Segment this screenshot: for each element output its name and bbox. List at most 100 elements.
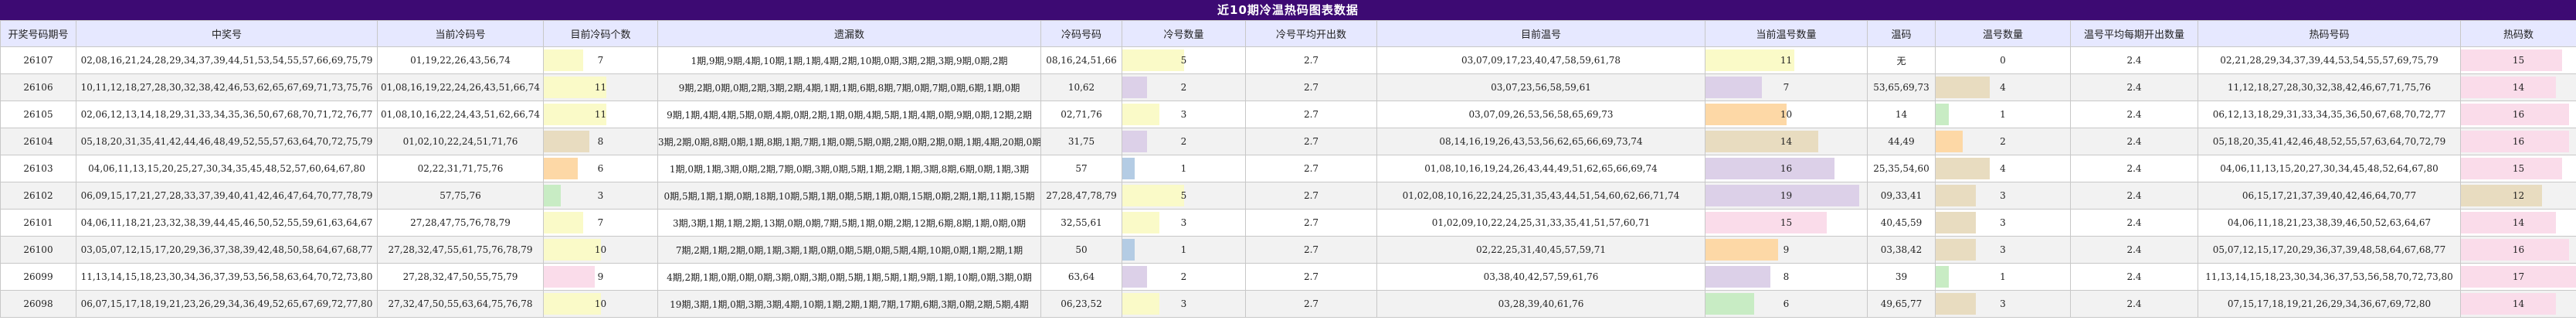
col-header-cold-count[interactable]: 目前冷码个数 <box>543 20 658 47</box>
col-header-cold-nums[interactable]: 冷码号码 <box>1040 20 1122 47</box>
cell-warm: 39 <box>1867 263 1936 291</box>
col-header-cur-warm[interactable]: 目前温号 <box>1376 20 1705 47</box>
table-row[interactable]: 26098 06,07,15,17,18,19,21,23,26,29,34,36… <box>0 290 2576 318</box>
bar-value: 14 <box>2512 298 2525 309</box>
bar-value: 4 <box>2000 82 2006 93</box>
cell-cur-cold: 01,02,10,22,24,51,71,76 <box>377 128 544 155</box>
cell-hot-count: 17 <box>2460 263 2576 291</box>
bar-fill <box>2461 131 2570 152</box>
bar-fill <box>1705 77 1763 98</box>
cell-warm-qty: 0 <box>1935 46 2071 74</box>
cell-hot-count: 15 <box>2460 155 2576 182</box>
cell-warm-count: 15 <box>1705 209 1868 237</box>
bar-fill <box>2461 77 2556 98</box>
cell-warm-qty: 4 <box>1935 155 2071 182</box>
cell-cur-warm: 03,38,40,42,57,59,61,76 <box>1376 263 1705 291</box>
cell-warm-avg: 2.4 <box>2070 73 2198 101</box>
col-header-hot-nums[interactable]: 热码号码 <box>2198 20 2461 47</box>
bar-fill <box>544 266 596 288</box>
bar-value: 7 <box>597 217 604 228</box>
cell-period: 26100 <box>0 236 76 264</box>
cell-cold-qty: 3 <box>1122 209 1246 237</box>
bar-value: 7 <box>1783 82 1790 93</box>
cell-warm-qty: 1 <box>1935 263 2071 291</box>
bar-value: 14 <box>1780 136 1793 147</box>
bar-fill <box>1936 293 1977 315</box>
cell-cold-avg: 2.7 <box>1245 263 1377 291</box>
bar-fill <box>544 131 589 152</box>
cell-winning: 06,07,15,17,18,19,21,23,26,29,34,36,49,5… <box>76 290 378 318</box>
table-header-row: 开奖号码期号 中奖号 当前冷码号 目前冷码个数 遗漏数 冷码号码 冷号数量 冷号… <box>0 20 2576 47</box>
bar-value: 15 <box>2512 163 2525 174</box>
bar-fill <box>1122 239 1135 261</box>
cell-cur-cold: 01,19,22,26,43,56,74 <box>377 46 544 74</box>
col-header-omission[interactable]: 遗漏数 <box>657 20 1041 47</box>
cell-warm-avg: 2.4 <box>2070 155 2198 182</box>
bar-fill <box>1705 293 1754 315</box>
cell-winning: 10,11,12,18,27,28,30,32,38,42,46,53,62,6… <box>76 73 378 101</box>
bar-fill <box>1122 185 1184 206</box>
table-row[interactable]: 26102 06,09,15,17,21,27,28,33,37,39,40,41… <box>0 182 2576 210</box>
cell-cold-qty: 3 <box>1122 290 1246 318</box>
cell-warm-count: 8 <box>1705 263 1868 291</box>
cell-warm-count: 9 <box>1705 236 1868 264</box>
bar-fill <box>544 212 584 233</box>
cell-period: 26104 <box>0 128 76 155</box>
cell-warm-count: 7 <box>1705 73 1868 101</box>
bar-value: 9 <box>597 271 604 282</box>
col-header-cold-qty[interactable]: 冷号数量 <box>1122 20 1246 47</box>
col-header-winning[interactable]: 中奖号 <box>76 20 378 47</box>
cell-cold-qty: 1 <box>1122 155 1246 182</box>
col-header-warm-count[interactable]: 当前温号数量 <box>1705 20 1868 47</box>
cell-warm: 03,38,42 <box>1867 236 1936 264</box>
table-row[interactable]: 26107 02,08,16,21,24,28,29,34,37,39,44,51… <box>0 46 2576 74</box>
bar-value: 10 <box>594 244 607 255</box>
col-header-cold-avg[interactable]: 冷号平均开出数 <box>1245 20 1377 47</box>
bar-value: 11 <box>1780 55 1793 66</box>
col-header-warm-avg[interactable]: 温号平均每期开出数量 <box>2070 20 2198 47</box>
cell-warm-avg: 2.4 <box>2070 236 2198 264</box>
cell-cold-avg: 2.7 <box>1245 236 1377 264</box>
bar-value: 2 <box>1180 82 1187 93</box>
cell-warm-qty: 3 <box>1935 182 2071 210</box>
cell-cold-qty: 2 <box>1122 128 1246 155</box>
table-row[interactable]: 26103 04,06,11,13,15,20,25,27,30,34,35,45… <box>0 155 2576 182</box>
bar-value: 1 <box>1180 244 1187 255</box>
bar-value: 16 <box>2512 244 2525 255</box>
table-row[interactable]: 26106 10,11,12,18,27,28,30,32,38,42,46,53… <box>0 73 2576 101</box>
cell-winning: 03,05,07,12,15,17,20,29,36,37,38,39,42,4… <box>76 236 378 264</box>
col-header-hot-count[interactable]: 热码数 <box>2460 20 2576 47</box>
bar-value: 10 <box>594 298 607 309</box>
col-header-cur-cold[interactable]: 当前冷码号 <box>377 20 544 47</box>
bar-fill <box>1936 158 1990 179</box>
table-row[interactable]: 26100 03,05,07,12,15,17,20,29,36,37,38,39… <box>0 236 2576 264</box>
bar-value: 10 <box>1780 109 1793 120</box>
bar-fill <box>1705 239 1779 261</box>
col-header-warm[interactable]: 温码 <box>1867 20 1936 47</box>
bar-fill <box>2461 49 2563 71</box>
cell-omission: 1期,0期,1期,3期,0期,2期,7期,0期,3期,0期,5期,1期,2期,1… <box>657 155 1041 182</box>
cell-cold-count: 10 <box>543 236 658 264</box>
bar-fill <box>1936 212 1977 233</box>
table-row[interactable]: 26099 11,13,14,15,18,23,30,34,36,37,39,53… <box>0 263 2576 291</box>
cell-hot-count: 12 <box>2460 182 2576 210</box>
col-header-warm-qty[interactable]: 温号数量 <box>1935 20 2071 47</box>
cell-hot-count: 16 <box>2460 101 2576 128</box>
col-header-period[interactable]: 开奖号码期号 <box>0 20 76 47</box>
cell-warm: 53,65,69,73 <box>1867 73 1936 101</box>
cell-omission: 0期,5期,1期,1期,0期,18期,10期,5期,1期,0期,5期,1期,0期… <box>657 182 1041 210</box>
cell-omission: 4期,2期,1期,0期,0期,0期,3期,0期,3期,0期,5期,1期,5期,1… <box>657 263 1041 291</box>
cell-warm-qty: 1 <box>1935 101 2071 128</box>
cell-omission: 1期,9期,9期,4期,10期,1期,1期,4期,2期,10期,0期,3期,2期… <box>657 46 1041 74</box>
bar-fill <box>544 77 606 98</box>
cell-warm-count: 6 <box>1705 290 1868 318</box>
cell-cold-nums: 57 <box>1040 155 1122 182</box>
cell-omission: 3期,2期,0期,8期,0期,1期,8期,1期,7期,1期,0期,5期,0期,2… <box>657 128 1041 155</box>
table-row[interactable]: 26104 05,18,20,31,35,41,42,44,46,48,49,52… <box>0 128 2576 155</box>
table-row[interactable]: 26101 04,06,11,18,21,23,32,38,39,44,45,46… <box>0 209 2576 237</box>
cell-cold-qty: 5 <box>1122 46 1246 74</box>
cell-cold-qty: 2 <box>1122 73 1246 101</box>
cell-cur-cold: 01,08,16,19,22,24,26,43,51,66,74 <box>377 73 544 101</box>
bar-value: 5 <box>1180 55 1187 66</box>
table-row[interactable]: 26105 02,06,12,13,14,18,29,31,33,34,35,36… <box>0 101 2576 128</box>
